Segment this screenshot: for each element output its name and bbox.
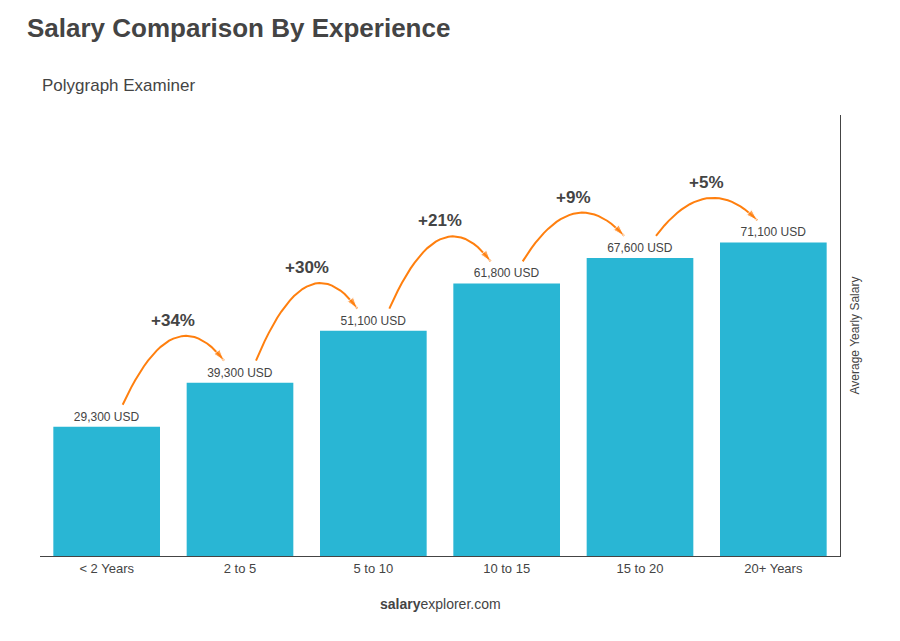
svg-text:+9%: +9% [556,188,591,207]
svg-text:39,300 USD: 39,300 USD [207,366,273,380]
svg-text:Salary Comparison By Experienc: Salary Comparison By Experience [27,13,450,43]
svg-text:5 to 10: 5 to 10 [353,561,393,576]
svg-text:+5%: +5% [689,173,724,192]
svg-text:61,800 USD: 61,800 USD [474,266,540,280]
svg-text:20+ Years: 20+ Years [744,561,803,576]
svg-text:29,300 USD: 29,300 USD [74,410,140,424]
svg-text:2 to 5: 2 to 5 [224,561,257,576]
svg-text:salaryexplorer.com: salaryexplorer.com [380,596,501,612]
svg-text:Average Yearly Salary: Average Yearly Salary [848,277,862,395]
svg-text:< 2 Years: < 2 Years [79,561,134,576]
svg-text:67,600 USD: 67,600 USD [607,241,673,255]
svg-text:71,100 USD: 71,100 USD [740,225,806,239]
svg-text:+30%: +30% [285,258,329,277]
svg-text:51,100 USD: 51,100 USD [340,314,406,328]
svg-text:+21%: +21% [418,211,462,230]
svg-text:Polygraph Examiner: Polygraph Examiner [42,76,195,95]
svg-text:+34%: +34% [151,311,195,330]
svg-text:10 to 15: 10 to 15 [483,561,530,576]
svg-text:15 to 20: 15 to 20 [617,561,664,576]
